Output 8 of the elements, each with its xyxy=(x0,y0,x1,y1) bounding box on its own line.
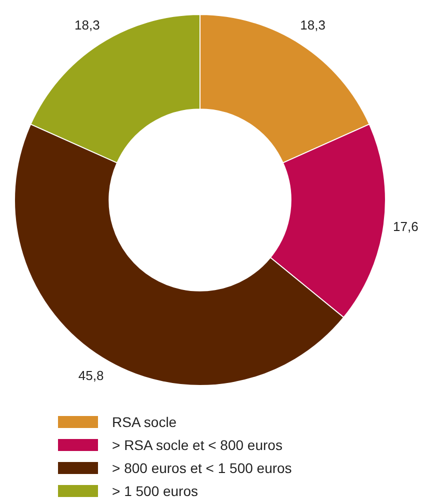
data-label: 18,3 xyxy=(300,17,326,32)
legend-label: > RSA socle et < 800 euros xyxy=(112,436,282,452)
data-label: 18,3 xyxy=(74,17,100,32)
legend-label: > 1 500 euros xyxy=(112,482,198,498)
data-label: 17,6 xyxy=(393,218,418,234)
data-label: 45,8 xyxy=(78,368,104,384)
legend-label: RSA socle xyxy=(112,414,177,430)
legend-label: > 800 euros et < 1 500 euros xyxy=(112,460,292,476)
